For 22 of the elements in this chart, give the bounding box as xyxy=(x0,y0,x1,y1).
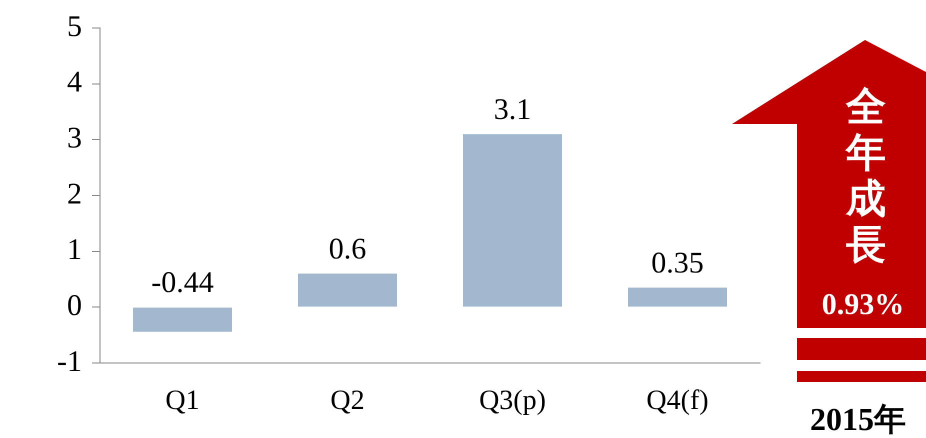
y-tick-label: 2 xyxy=(67,177,82,210)
x-tick-label: Q1 xyxy=(165,385,200,416)
bar xyxy=(628,288,727,307)
text: 0.93% xyxy=(820,288,906,322)
data-label: 0.6 xyxy=(328,232,366,266)
x-tick-label: Q2 xyxy=(330,385,365,416)
x-tick-label: Q4(f) xyxy=(646,385,709,416)
y-tick-label: 1 xyxy=(67,233,82,266)
text: 全年成長 xyxy=(846,84,886,268)
y-tick-label: -1 xyxy=(57,344,82,378)
bar xyxy=(463,134,562,307)
data-label: 0.35 xyxy=(651,246,704,280)
bar xyxy=(298,274,397,307)
data-label: 3.1 xyxy=(494,92,532,126)
data-label: -0.44 xyxy=(151,266,214,300)
y-tick-label: 0 xyxy=(67,289,82,322)
y-tick-label: 5 xyxy=(67,10,82,43)
x-tick-label: Q3(p) xyxy=(479,385,546,416)
y-tick-label: 3 xyxy=(67,122,82,155)
y-tick-label: 4 xyxy=(67,66,82,99)
bar xyxy=(133,308,232,332)
text: 2015年 xyxy=(809,400,907,438)
